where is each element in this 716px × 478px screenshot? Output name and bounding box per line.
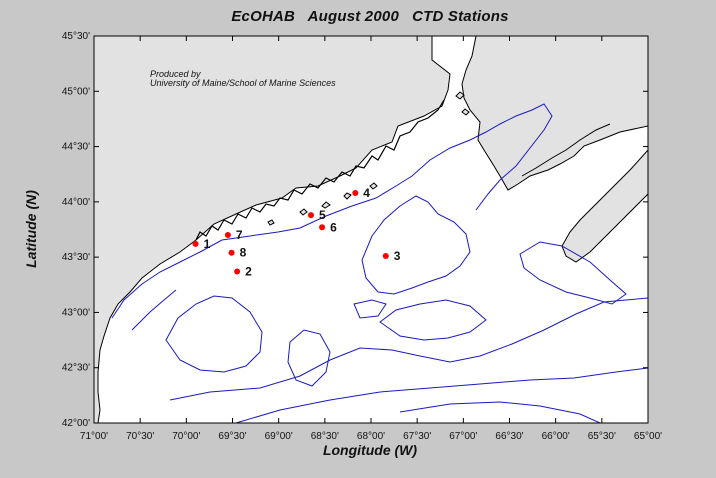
x-tick-label: 67°30' bbox=[403, 431, 431, 442]
y-axis-label: Latitude (N) bbox=[23, 190, 39, 268]
station-marker bbox=[192, 240, 199, 247]
contour-inner-2 bbox=[353, 299, 387, 319]
station-label: 6 bbox=[330, 220, 337, 234]
x-tick-label: 71°00' bbox=[80, 431, 108, 442]
station-label: 7 bbox=[236, 228, 243, 242]
contour-coastal bbox=[111, 103, 553, 319]
bathymetry-contours bbox=[111, 103, 648, 423]
contour-inner-1 bbox=[131, 289, 177, 331]
credit-line-2: University of Maine/School of Marine Sci… bbox=[150, 78, 336, 88]
x-tick-label: 65°00' bbox=[634, 431, 662, 442]
coast-islands bbox=[267, 91, 470, 226]
y-tick-label: 42°00' bbox=[62, 418, 90, 429]
x-axis-label: Longitude (W) bbox=[322, 442, 418, 458]
contour-east bbox=[519, 241, 627, 305]
x-tick-label: 68°30' bbox=[311, 431, 339, 442]
contour-bank bbox=[287, 329, 331, 387]
x-tick-label: 70°00' bbox=[172, 431, 200, 442]
y-axis-ticks: 45°30' 45°00' 44°30' 44°00' 43°30' 43°00' 42°3… bbox=[62, 31, 648, 429]
station-label: 4 bbox=[363, 186, 370, 200]
contour-wilkinson bbox=[165, 295, 263, 373]
station-label: 1 bbox=[204, 237, 211, 251]
credit-line-1: Produced by bbox=[150, 69, 201, 79]
x-tick-label: 69°00' bbox=[265, 431, 293, 442]
station-marker bbox=[352, 190, 359, 197]
y-tick-label: 43°00' bbox=[62, 307, 90, 318]
station-label: 2 bbox=[245, 265, 252, 279]
station-markers: 1 2 3 4 56 7 8 bbox=[192, 186, 401, 279]
y-tick-label: 43°30' bbox=[62, 252, 90, 263]
contour-georges-basin bbox=[379, 299, 487, 341]
land-new-brunswick bbox=[461, 36, 648, 191]
x-tick-label: 68°00' bbox=[357, 431, 385, 442]
x-tick-label: 66°30' bbox=[495, 431, 523, 442]
station-marker bbox=[224, 232, 231, 239]
y-tick-label: 44°30' bbox=[62, 142, 90, 153]
station-label: 3 bbox=[394, 249, 401, 263]
station-label: 5 bbox=[319, 208, 326, 222]
fundy-shore-line bbox=[521, 123, 611, 177]
contour-south-3 bbox=[399, 401, 601, 423]
y-tick-label: 45°30' bbox=[62, 31, 90, 42]
station-marker bbox=[382, 253, 389, 260]
land-maine bbox=[94, 36, 451, 423]
contour-south-2 bbox=[235, 367, 648, 423]
y-tick-label: 44°00' bbox=[62, 197, 90, 208]
contour-south-1 bbox=[169, 297, 648, 401]
x-tick-label: 70°30' bbox=[126, 431, 154, 442]
x-tick-label: 65°30' bbox=[588, 431, 616, 442]
station-label: 8 bbox=[240, 246, 247, 260]
land-nova-scotia bbox=[561, 149, 648, 263]
coast-detail bbox=[195, 99, 445, 241]
contour-jordan-basin bbox=[361, 195, 471, 295]
station-marker bbox=[228, 249, 235, 256]
x-axis-ticks: 71°00' 70°30' 70°00' 69°30' 69°00' 68°30' 68°0… bbox=[80, 36, 662, 442]
y-tick-label: 45°00' bbox=[62, 86, 90, 97]
x-tick-label: 67°00' bbox=[449, 431, 477, 442]
x-tick-label: 66°00' bbox=[542, 431, 570, 442]
station-marker bbox=[307, 212, 314, 219]
station-marker bbox=[234, 268, 241, 275]
y-tick-label: 42°30' bbox=[62, 363, 90, 374]
x-tick-label: 69°30' bbox=[218, 431, 246, 442]
map-title: EcOHAB August 2000 CTD Stations bbox=[231, 8, 509, 25]
station-marker bbox=[319, 224, 326, 231]
